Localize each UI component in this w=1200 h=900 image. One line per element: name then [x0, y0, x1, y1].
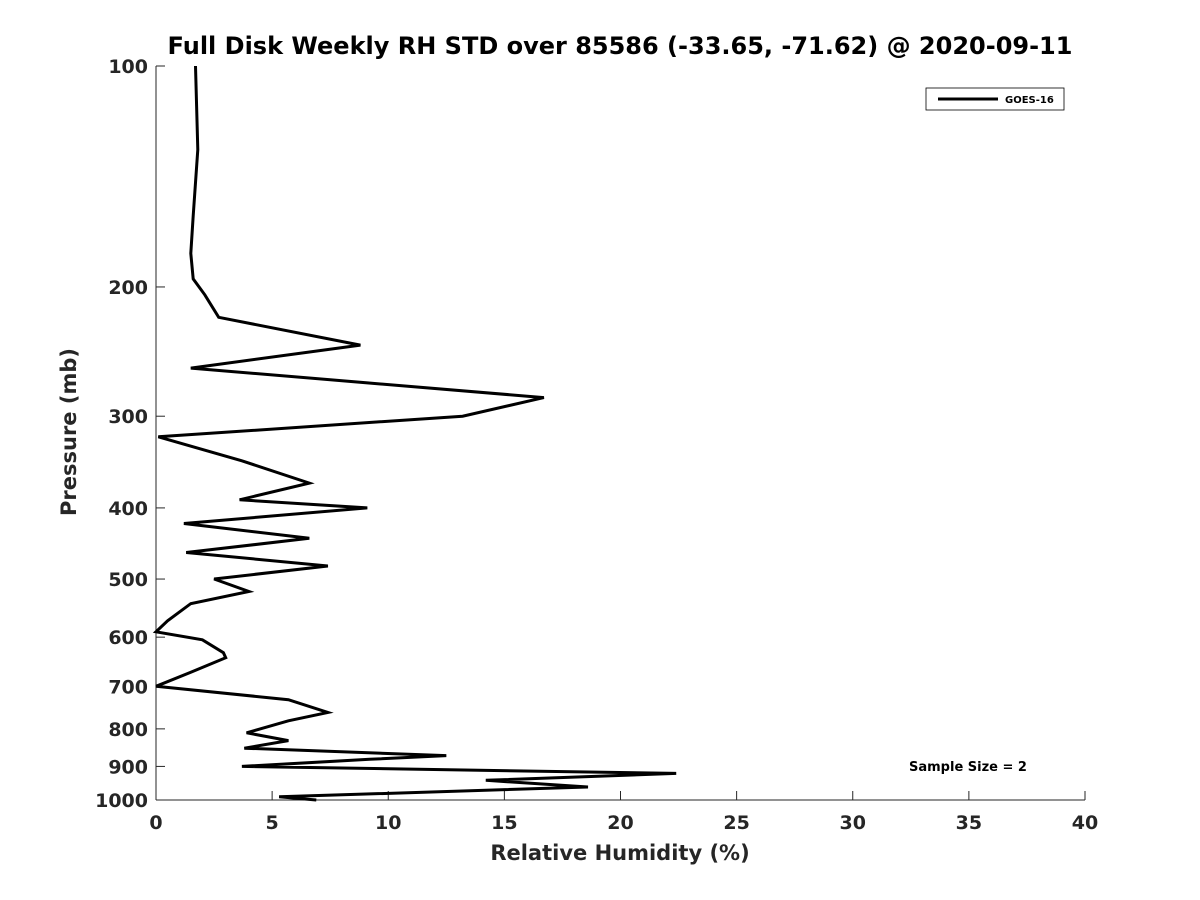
- x-tick-label: 40: [1072, 812, 1098, 834]
- y-tick-label: 200: [108, 277, 148, 299]
- y-axis-label: Pressure (mb): [57, 348, 81, 516]
- x-tick-label: 10: [375, 812, 401, 834]
- x-tick-label: 15: [491, 812, 517, 834]
- y-tick-label: 300: [108, 406, 148, 428]
- y-tick-label: 500: [108, 569, 148, 591]
- y-tick-label: 100: [108, 56, 148, 78]
- chart-title: Full Disk Weekly RH STD over 85586 (-33.…: [168, 32, 1073, 60]
- series-line: [152, 65, 677, 802]
- y-axis-ticks: 100 200 300 400 500 600 700 800 900 1000: [95, 56, 165, 812]
- x-tick-label: 30: [840, 812, 866, 834]
- y-tick-label: 1000: [95, 790, 148, 812]
- x-tick-label: 5: [266, 812, 279, 834]
- y-tick-label: 400: [108, 498, 148, 520]
- y-tick-label: 900: [108, 756, 148, 778]
- y-tick-label: 600: [108, 627, 148, 649]
- legend-label: GOES-16: [1005, 95, 1054, 106]
- x-axis-ticks: 0 5 10 15 20 25 30 35 40: [149, 791, 1098, 834]
- y-tick-label: 800: [108, 719, 148, 741]
- y-tick-label: 700: [108, 676, 148, 698]
- legend: GOES-16: [925, 87, 1065, 111]
- x-tick-label: 0: [149, 812, 162, 834]
- sample-size-annotation: Sample Size = 2: [909, 760, 1027, 775]
- x-tick-label: 25: [723, 812, 749, 834]
- x-axis-label: Relative Humidity (%): [490, 841, 749, 865]
- x-tick-label: 35: [956, 812, 982, 834]
- series-layer: [152, 65, 677, 802]
- x-tick-label: 20: [607, 812, 633, 834]
